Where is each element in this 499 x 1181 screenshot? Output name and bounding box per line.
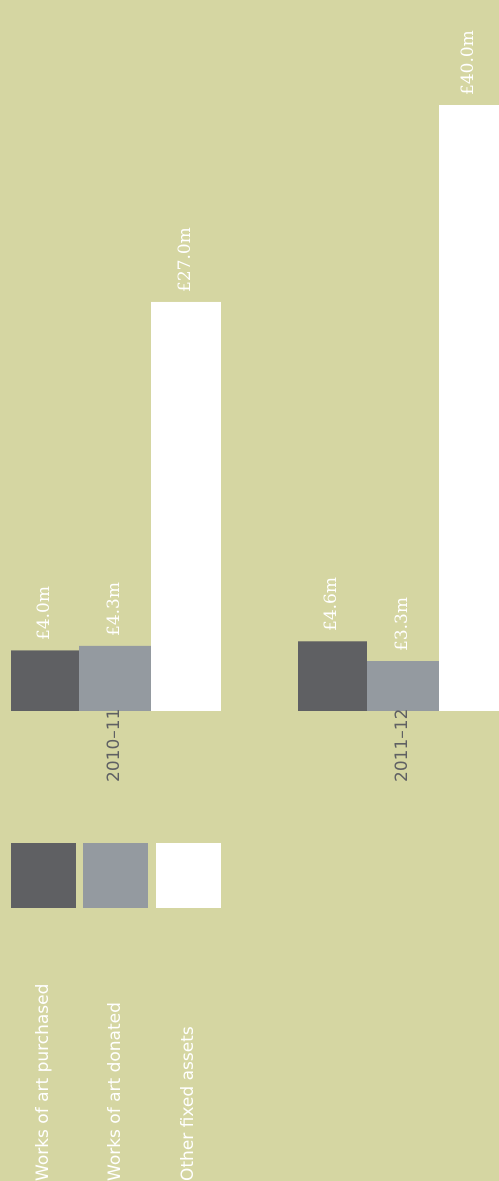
value-label: £4.3m (103, 581, 124, 636)
bar-2010–11-other-fixed-assets (151, 301, 221, 711)
bar-2010–11-works-of-art-donated (79, 645, 151, 711)
category-label: 2010–11 (103, 708, 124, 782)
legend-label: Other fixed assets (177, 1026, 198, 1181)
legend-swatch (83, 843, 148, 908)
bar-2011–12-works-of-art-donated (367, 661, 439, 711)
legend-swatch (11, 843, 76, 908)
legend-swatch (156, 843, 221, 908)
bar-2010–11-works-of-art-purchased (11, 650, 79, 711)
value-label: £40.0m (457, 30, 478, 95)
legend-label: Works of art donated (104, 1002, 125, 1181)
bar-2011–12-other-fixed-assets (439, 105, 499, 711)
value-label: £27.0m (174, 227, 195, 292)
legend-label: Works of art purchased (32, 983, 53, 1181)
bar-2011–12-works-of-art-purchased (298, 641, 367, 711)
value-label: £4.6m (321, 577, 341, 632)
value-label: £3.3m (391, 597, 412, 651)
value-label: £4.0m (33, 586, 54, 641)
category-label: 2011–12 (391, 708, 412, 782)
